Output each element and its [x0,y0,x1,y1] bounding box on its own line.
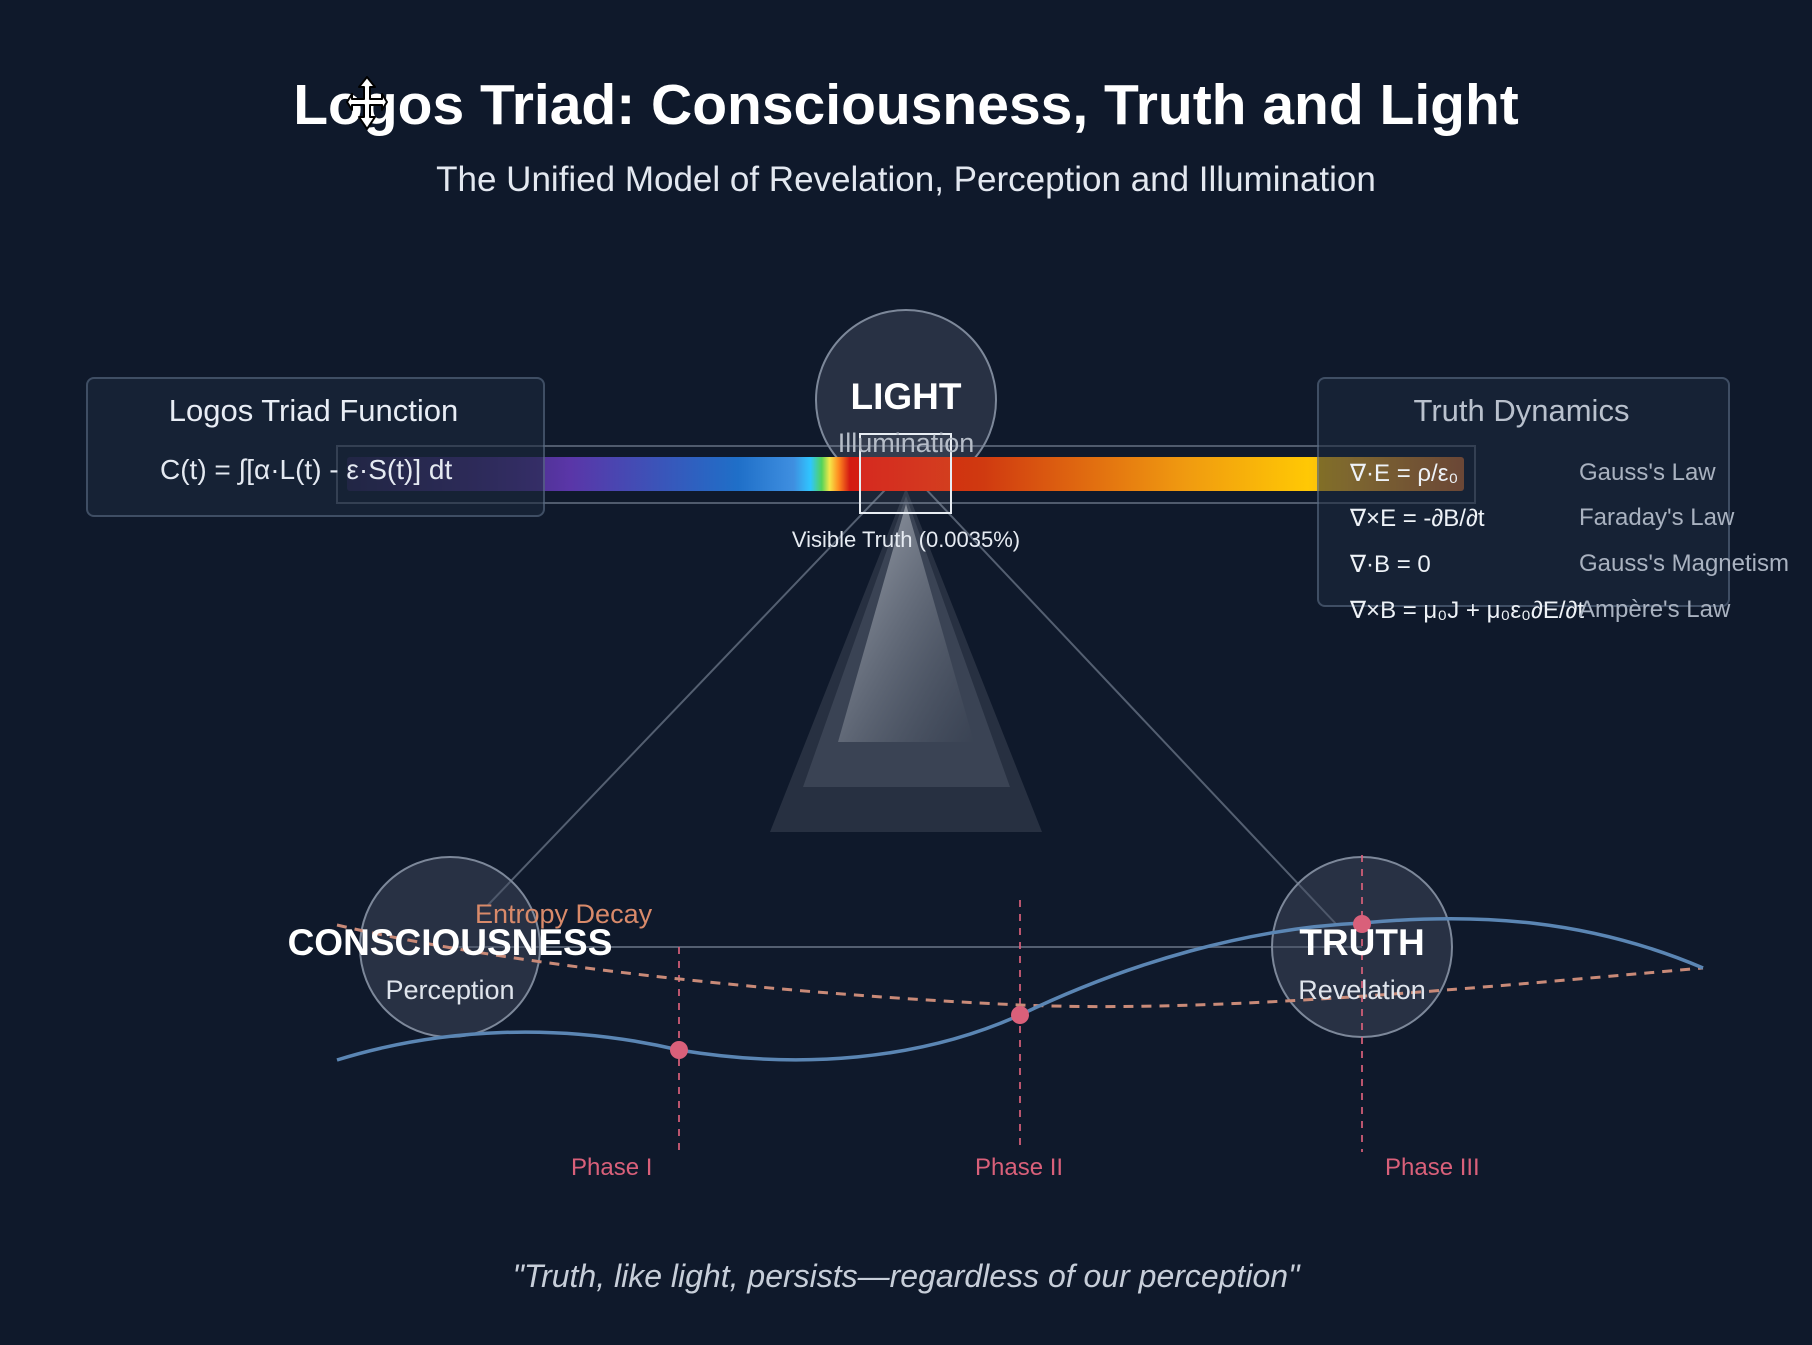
phase-label-1: Phase I [571,1154,653,1181]
equation-2: ∇×E = -∂B/∂t [1350,505,1485,532]
entropy-decay-label: Entropy Decay [475,899,653,929]
consciousness-label: CONSCIOUSNESS [287,922,613,963]
law-3: Gauss's Magnetism [1579,550,1789,577]
light-label: LIGHT [850,376,962,417]
spectrum-bar [347,457,1464,491]
visible-truth-label: Visible Truth (0.0035%) [791,527,1021,552]
light-sublabel: Illumination [837,428,975,458]
phase-point-3[interactable] [1353,915,1371,933]
phase-label-3: Phase III [1385,1154,1480,1181]
phase-label-2: Phase II [975,1154,1064,1181]
entropy-decay-curve [336,923,1704,1009]
truth-sublabel: Revelation [1298,975,1426,1005]
truth-dynamics-title: Truth Dynamics [1413,393,1630,428]
edge-light-consciousness [487,467,907,906]
phase-point-2[interactable] [1011,1006,1029,1024]
law-2: Faraday's Law [1579,504,1735,531]
logos-function-title: Logos Triad Function [168,393,459,428]
page-subtitle: The Unified Model of Revelation, Percept… [436,160,1376,199]
equation-1: ∇·E = ρ/ε₀ [1350,460,1459,487]
law-4: Ampère's Law [1579,596,1731,623]
prism-inner [838,504,974,742]
edge-light-truth [905,467,1338,926]
footer-quote: "Truth, like light, persists—regardless … [512,1258,1300,1294]
truth-dynamics-panel [1317,377,1730,607]
phase-point-1[interactable] [670,1041,688,1059]
law-1: Gauss's Law [1579,459,1716,486]
consciousness-sublabel: Perception [385,975,515,1005]
logos-function-panel [86,377,545,517]
move-cursor-icon [346,76,388,130]
equation-3: ∇·B = 0 [1350,551,1431,578]
visible-truth-window[interactable] [859,433,952,514]
page-title: Logos Triad: Consciousness, Truth and Li… [293,73,1519,137]
truth-label: TRUTH [1299,922,1425,963]
logos-function-formula: C(t) = ∫[α·L(t) - ε·S(t)] dt [160,454,453,485]
equation-4: ∇×B = μ₀J + μ₀ε₀∂E/∂t [1350,597,1585,624]
